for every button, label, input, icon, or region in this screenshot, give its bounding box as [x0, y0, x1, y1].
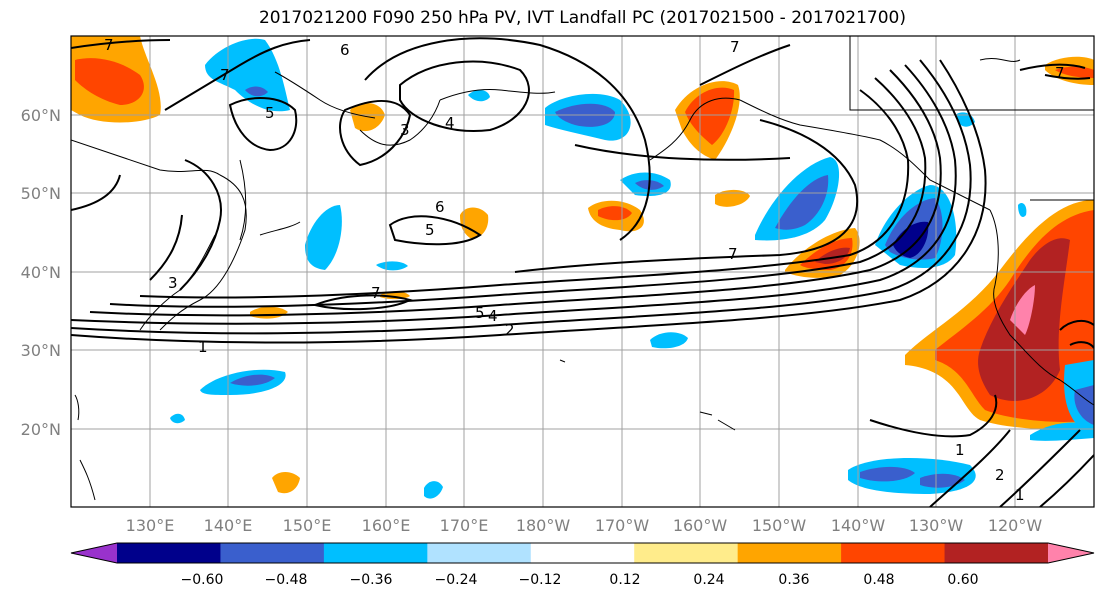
lon-label: 130°E — [126, 516, 175, 535]
lon-label: 170°W — [595, 516, 650, 535]
colorbar-tick-label: −0.36 — [350, 572, 393, 588]
contour-label: 5 — [425, 221, 435, 239]
colorbar-tick-label: 0.12 — [609, 572, 640, 588]
map-title: 2017021200 F090 250 hPa PV, IVT Landfall… — [258, 8, 906, 28]
latitude-labels: 60°N 50°N 40°N 30°N 20°N — [21, 106, 61, 439]
colorbar-segment — [117, 543, 221, 563]
contour-label: 5 — [475, 304, 485, 322]
contour-label: 4 — [488, 307, 498, 325]
colorbar-segment — [530, 543, 635, 563]
contour-label: 5 — [265, 104, 275, 122]
contour-label: 1 — [955, 441, 965, 459]
lat-label: 40°N — [21, 263, 61, 282]
contour-label: 7 — [1055, 64, 1065, 82]
colorbar-extend-min — [71, 543, 117, 563]
contour-label: 1 — [1015, 486, 1025, 504]
colorbar-tick-labels: −0.60 −0.48 −0.36 −0.24 −0.12 0.12 0.24 … — [181, 572, 979, 588]
colorbar-segment — [944, 543, 1049, 563]
lat-label: 50°N — [21, 184, 61, 203]
contour-label: 4 — [445, 114, 455, 132]
colorbar-tick-label: 0.36 — [778, 572, 809, 588]
lat-label: 60°N — [21, 106, 61, 125]
colorbar-outline — [70, 542, 1095, 564]
contour-label: 2 — [505, 321, 515, 339]
colorbar-segment — [634, 543, 739, 563]
lon-label: 150°E — [283, 516, 332, 535]
contour-label: 7 — [104, 36, 114, 54]
longitude-labels: 130°E 140°E 150°E 160°E 170°E 180°W 170°… — [126, 516, 1043, 535]
contour-lines — [71, 37, 1094, 507]
colorbar-tick-label: −0.48 — [265, 572, 308, 588]
contour-label: 3 — [400, 121, 410, 139]
contour-label: 6 — [435, 198, 445, 216]
contour-label-group: 7 7 7 7 7 7 6 6 5 5 5 4 4 3 3 2 2 1 1 1 — [104, 36, 1065, 504]
plot-frame — [70, 35, 1095, 508]
lon-label: 170°E — [440, 516, 489, 535]
contour-label: 6 — [340, 41, 350, 59]
lon-label: 160°E — [362, 516, 411, 535]
colorbar-tick-label: −0.60 — [181, 572, 224, 588]
contour-label: 7 — [371, 284, 381, 302]
contour-label: 3 — [168, 274, 178, 292]
contour-label: 2 — [995, 466, 1005, 484]
colorbar-segment — [323, 543, 428, 563]
colorbar-tick-label: 0.24 — [693, 572, 724, 588]
lat-label: 20°N — [21, 420, 61, 439]
lon-label: 120°W — [988, 516, 1043, 535]
contour-label: 7 — [728, 245, 738, 263]
map-plot-area: 7 7 7 7 7 7 6 6 5 5 5 4 4 3 3 2 2 1 1 1 — [71, 36, 1094, 507]
contour-label: 7 — [220, 66, 230, 84]
colorbar-tick-label: −0.12 — [519, 572, 562, 588]
contour-label: 1 — [198, 338, 208, 356]
coastlines — [71, 36, 1094, 501]
lon-label: 150°W — [752, 516, 807, 535]
lon-label: 180°W — [516, 516, 571, 535]
colorbar-tick-label: −0.24 — [435, 572, 478, 588]
lon-label: 140°W — [831, 516, 886, 535]
colorbar — [70, 542, 1095, 564]
lon-label: 140°E — [204, 516, 253, 535]
colorbar-segment — [220, 543, 325, 563]
colorbar-segment — [841, 543, 946, 563]
lon-label: 130°W — [909, 516, 964, 535]
colorbar-tick-label: 0.60 — [947, 572, 978, 588]
lat-label: 30°N — [21, 341, 61, 360]
colorbar-segment — [427, 543, 532, 563]
colorbar-segment — [737, 543, 842, 563]
lon-label: 160°W — [673, 516, 728, 535]
colorbar-extend-max — [1048, 543, 1094, 563]
colorbar-tick-label: 0.48 — [863, 572, 894, 588]
contour-label: 7 — [730, 38, 740, 56]
